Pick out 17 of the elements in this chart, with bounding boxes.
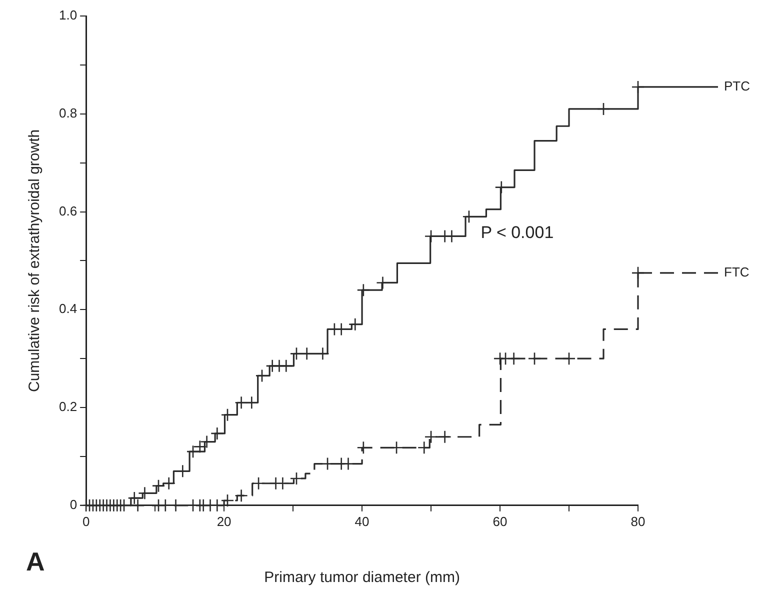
y-tick-label: 0 <box>70 496 78 512</box>
x-tick-label: 20 <box>216 514 232 529</box>
x-tick-label: 60 <box>492 514 508 529</box>
y-tick-label: 0.6 <box>58 203 78 218</box>
y-tick-label: 0.4 <box>58 301 78 316</box>
text: PTC <box>724 78 750 94</box>
y-axis-title: Cumulative risk of extrathyroidal growth <box>26 129 44 392</box>
x-axis-title: Primary tumor diameter (mm) <box>264 569 460 586</box>
x-tick-label: 80 <box>630 514 646 529</box>
x-tick-label: 0 <box>82 514 90 529</box>
text: FTC <box>724 264 750 280</box>
y-tick-label: 0.8 <box>58 105 78 120</box>
x-tick-label: 40 <box>354 514 370 529</box>
y-tick-label: 0.2 <box>58 399 78 414</box>
annotation: P < 0.001 <box>480 222 554 242</box>
y-tick-label: 1.0 <box>58 8 78 23</box>
text: A <box>26 546 45 576</box>
